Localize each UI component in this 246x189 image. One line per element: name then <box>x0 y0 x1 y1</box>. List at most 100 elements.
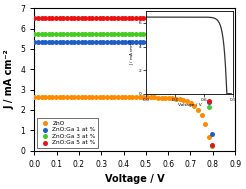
ZnO:Ga 5 at % <box>163 16 167 19</box>
ZnO <box>130 96 134 99</box>
ZnO <box>134 96 138 99</box>
ZnO:Ga 5 at % <box>120 16 123 19</box>
ZnO:Ga 5 at % <box>105 16 109 19</box>
ZnO:Ga 5 at % <box>58 16 62 19</box>
ZnO:Ga 1 at % <box>76 40 80 43</box>
ZnO:Ga 1 at % <box>69 40 73 43</box>
ZnO:Ga 3 at % <box>189 41 193 44</box>
ZnO <box>54 96 58 99</box>
ZnO:Ga 1 at % <box>200 66 203 69</box>
ZnO:Ga 1 at % <box>32 40 36 43</box>
ZnO:Ga 3 at % <box>120 32 123 35</box>
ZnO:Ga 3 at % <box>58 32 62 35</box>
ZnO <box>203 122 207 125</box>
ZnO <box>189 101 193 105</box>
ZnO:Ga 5 at % <box>167 17 171 20</box>
ZnO:Ga 1 at % <box>141 40 145 43</box>
ZnO <box>65 96 69 99</box>
ZnO <box>32 96 36 99</box>
ZnO <box>47 96 51 99</box>
ZnO:Ga 3 at % <box>83 32 87 35</box>
ZnO:Ga 3 at % <box>80 32 84 35</box>
ZnO:Ga 3 at % <box>138 32 142 35</box>
ZnO:Ga 5 at % <box>91 16 94 19</box>
ZnO:Ga 1 at % <box>120 40 123 43</box>
ZnO:Ga 5 at % <box>50 16 54 19</box>
ZnO <box>207 135 211 138</box>
ZnO:Ga 5 at % <box>178 19 182 22</box>
ZnO:Ga 1 at % <box>65 40 69 43</box>
ZnO <box>141 96 145 99</box>
ZnO <box>76 96 80 99</box>
ZnO:Ga 1 at % <box>43 40 47 43</box>
ZnO:Ga 1 at % <box>152 40 156 43</box>
ZnO:Ga 5 at % <box>32 16 36 19</box>
ZnO:Ga 1 at % <box>145 40 149 43</box>
ZnO:Ga 3 at % <box>130 32 134 35</box>
ZnO:Ga 1 at % <box>94 40 98 43</box>
ZnO:Ga 1 at % <box>91 40 94 43</box>
ZnO:Ga 3 at % <box>203 80 207 83</box>
ZnO:Ga 3 at % <box>192 45 196 48</box>
ZnO <box>83 96 87 99</box>
ZnO:Ga 5 at % <box>130 16 134 19</box>
ZnO <box>149 96 153 99</box>
ZnO <box>80 96 84 99</box>
ZnO:Ga 3 at % <box>211 145 215 148</box>
ZnO <box>87 96 91 99</box>
ZnO:Ga 5 at % <box>76 16 80 19</box>
ZnO:Ga 1 at % <box>207 100 211 103</box>
ZnO:Ga 1 at % <box>105 40 109 43</box>
ZnO:Ga 1 at % <box>167 41 171 44</box>
ZnO:Ga 5 at % <box>138 16 142 19</box>
ZnO:Ga 3 at % <box>170 33 174 36</box>
ZnO <box>120 96 123 99</box>
ZnO:Ga 3 at % <box>69 32 73 35</box>
ZnO:Ga 5 at % <box>80 16 84 19</box>
ZnO:Ga 5 at % <box>109 16 113 19</box>
ZnO:Ga 5 at % <box>43 16 47 19</box>
ZnO:Ga 5 at % <box>65 16 69 19</box>
ZnO:Ga 5 at % <box>192 31 196 34</box>
ZnO:Ga 1 at % <box>80 40 84 43</box>
ZnO:Ga 3 at % <box>91 32 94 35</box>
ZnO <box>138 96 142 99</box>
ZnO:Ga 3 at % <box>163 33 167 36</box>
ZnO:Ga 3 at % <box>116 32 120 35</box>
ZnO:Ga 5 at % <box>54 16 58 19</box>
ZnO:Ga 5 at % <box>47 16 51 19</box>
ZnO <box>109 96 113 99</box>
ZnO:Ga 5 at % <box>83 16 87 19</box>
ZnO <box>152 96 156 99</box>
ZnO:Ga 1 at % <box>149 40 153 43</box>
ZnO:Ga 5 at % <box>156 16 160 19</box>
ZnO:Ga 1 at % <box>178 42 182 45</box>
ZnO:Ga 3 at % <box>87 32 91 35</box>
ZnO:Ga 1 at % <box>192 51 196 54</box>
ZnO:Ga 3 at % <box>152 32 156 35</box>
ZnO:Ga 5 at % <box>211 144 215 147</box>
ZnO <box>62 96 65 99</box>
ZnO:Ga 1 at % <box>62 40 65 43</box>
ZnO:Ga 1 at % <box>127 40 131 43</box>
ZnO <box>36 96 40 99</box>
ZnO:Ga 1 at % <box>98 40 102 43</box>
ZnO <box>98 96 102 99</box>
ZnO:Ga 1 at % <box>116 40 120 43</box>
ZnO:Ga 5 at % <box>101 16 105 19</box>
ZnO <box>91 96 94 99</box>
ZnO <box>123 96 127 99</box>
ZnO:Ga 3 at % <box>181 36 185 39</box>
ZnO:Ga 5 at % <box>185 22 189 25</box>
ZnO <box>200 114 203 117</box>
ZnO:Ga 1 at % <box>47 40 51 43</box>
ZnO:Ga 3 at % <box>160 33 164 36</box>
ZnO:Ga 3 at % <box>185 38 189 41</box>
ZnO:Ga 5 at % <box>72 16 76 19</box>
ZnO:Ga 5 at % <box>181 20 185 23</box>
ZnO:Ga 5 at % <box>36 16 40 19</box>
ZnO:Ga 5 at % <box>112 16 116 19</box>
ZnO <box>160 96 164 99</box>
ZnO:Ga 3 at % <box>47 32 51 35</box>
ZnO:Ga 1 at % <box>185 45 189 48</box>
